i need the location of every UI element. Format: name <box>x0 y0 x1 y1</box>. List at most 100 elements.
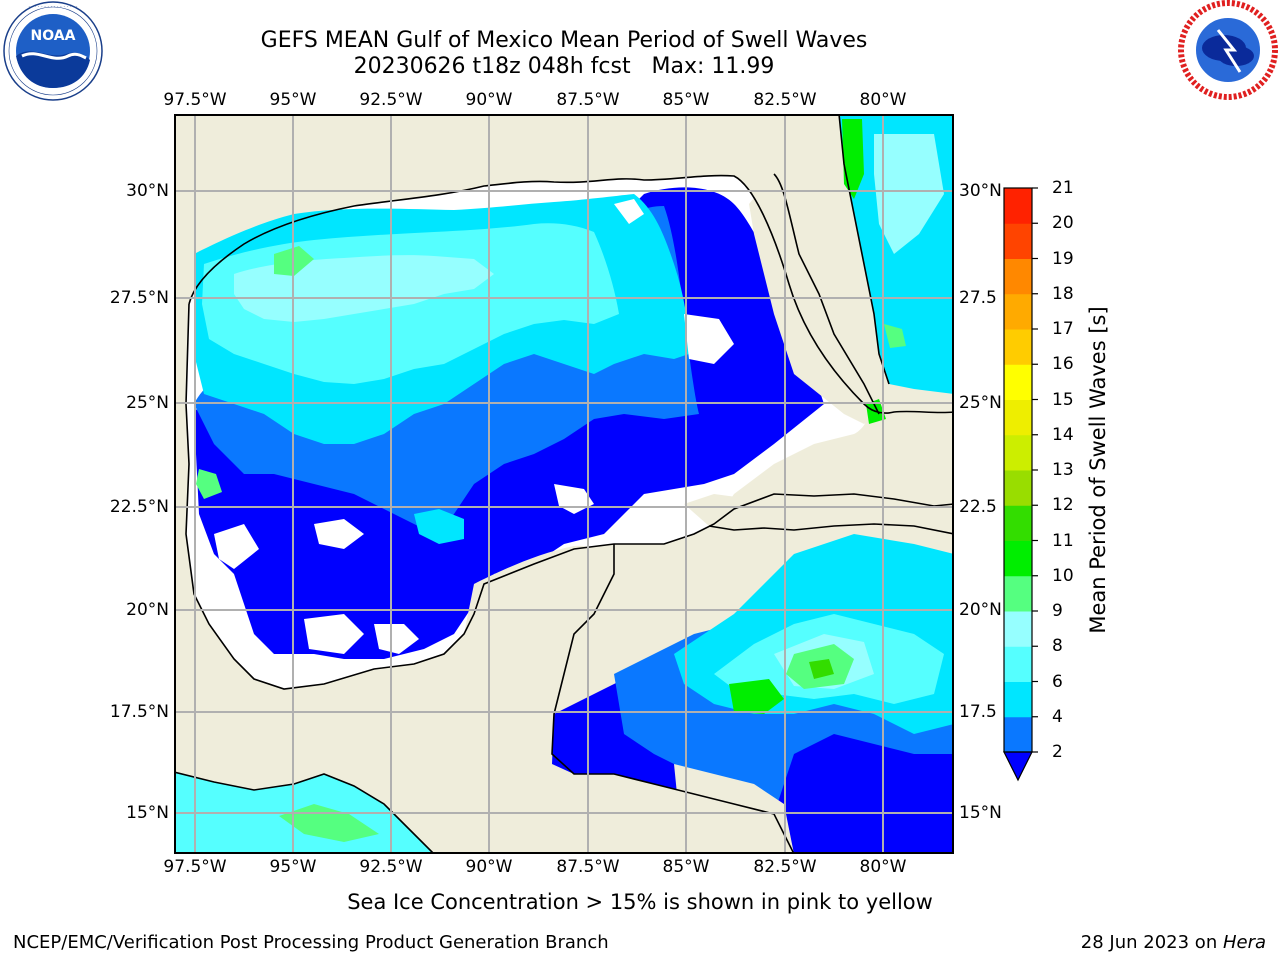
lat-tick-left: 20°N <box>126 600 169 620</box>
colorbar-tick-label: 11 <box>1052 530 1074 551</box>
lon-tick-bottom: 95°W <box>269 857 317 877</box>
lat-tick-left: 27.5°N <box>109 288 169 308</box>
noaa-logo-text: NOAA <box>31 28 76 44</box>
atlantic-swell-green <box>884 324 906 348</box>
land-yucatan <box>454 545 614 764</box>
colorbar-tick-marks <box>1032 187 1038 753</box>
lon-tick-top: 87.5°W <box>556 90 620 110</box>
colorbar-band <box>1004 293 1032 330</box>
colorbar-bands <box>1004 188 1032 753</box>
low-swell-gap <box>214 524 259 569</box>
lat-tick-right: 27.5 <box>959 288 997 308</box>
colorbar-band <box>1004 470 1032 506</box>
gulf-swell-cyan <box>414 509 464 544</box>
colorbar-tick-label: 16 <box>1052 354 1074 375</box>
lon-tick-top: 85°W <box>662 90 710 110</box>
footer-date-text: 28 Jun 2023 on <box>1080 932 1223 953</box>
colorbar-tick-label: 8 <box>1052 636 1063 657</box>
svg-text:· · · · · · · · · · · · · · ·: · · · · · · · · · · · · · · · · <box>28 4 78 10</box>
lat-tick-right: 15°N <box>959 803 1002 823</box>
coastline <box>708 523 954 535</box>
low-swell-gap <box>314 519 364 549</box>
colorbar-band <box>1004 434 1032 471</box>
lat-tick-left: 15°N <box>126 803 169 823</box>
lon-tick-top: 97.5°W <box>163 90 227 110</box>
colorbar-label: Mean Period of Swell Waves [s] <box>1086 306 1110 634</box>
colorbar-band <box>1004 681 1032 718</box>
coastline <box>185 303 954 690</box>
lon-tick-bottom: 92.5°W <box>359 857 423 877</box>
coastline <box>174 771 435 854</box>
colorbar-tick-label: 18 <box>1052 283 1074 304</box>
coastline <box>838 114 890 385</box>
title-line-1: GEFS MEAN Gulf of Mexico Mean Period of … <box>260 28 868 53</box>
colorbar-band <box>1004 716 1032 753</box>
colorbar-tick-label: 15 <box>1052 389 1074 410</box>
colorbar-tick-label: 14 <box>1052 424 1074 445</box>
atlantic-swell-pale <box>874 134 944 254</box>
colorbar-band <box>1004 188 1032 224</box>
lat-tick-left: 17.5°N <box>109 702 169 722</box>
lon-tick-top: 80°W <box>859 90 907 110</box>
lat-tick-left: 30°N <box>126 181 169 201</box>
lon-tick-bottom: 80°W <box>859 857 907 877</box>
lat-tick-left: 22.5°N <box>109 497 169 517</box>
colorbar-band <box>1004 399 1032 436</box>
footer-date: 28 Jun 2023 on Hera <box>1081 932 1266 953</box>
colorbar-band <box>1004 611 1032 647</box>
colorbar-band <box>1004 540 1032 577</box>
colorbar <box>1003 187 1038 782</box>
colorbar-tick-label: 20 <box>1052 213 1074 234</box>
low-swell-gap <box>374 624 419 654</box>
colorbar-tick-label: 17 <box>1052 319 1074 339</box>
colorbar-tick-label: 6 <box>1052 671 1063 692</box>
colorbar-tick-label: 13 <box>1052 460 1074 480</box>
low-swell-gap <box>614 199 644 224</box>
lon-tick-bottom: 87.5°W <box>556 857 620 877</box>
lon-tick-bottom: 90°W <box>465 857 513 877</box>
lon-tick-top: 92.5°W <box>359 90 423 110</box>
colorbar-band <box>1004 223 1032 259</box>
graticule <box>174 114 954 854</box>
lat-tick-right: 30°N <box>959 181 1002 201</box>
colorbar-band <box>1004 329 1032 365</box>
title-line-2: 20230626 t18z 048h fcst Max: 11.99 <box>353 54 775 79</box>
colorbar-band <box>1004 258 1032 295</box>
colorbar-band <box>1004 505 1032 541</box>
gulf-swell-green <box>196 469 222 499</box>
lon-tick-top: 82.5°W <box>753 90 817 110</box>
land-central-america <box>674 764 794 854</box>
colorbar-tick-label: 21 <box>1052 178 1074 198</box>
swell-period-map <box>174 114 954 854</box>
colorbar-band <box>1004 364 1032 400</box>
low-swell-gap <box>304 614 364 654</box>
caribbean-swell-bright-green <box>729 679 784 714</box>
colorbar-extend-arrow <box>1003 751 1033 782</box>
colorbar-band <box>1004 575 1032 612</box>
noaa-logo: NOAA · · · · · · · · · · · · · · · · <box>3 1 103 101</box>
footer-machine: Hera <box>1222 932 1266 953</box>
low-swell-gap <box>684 314 734 364</box>
map-frame <box>174 114 954 854</box>
lon-tick-bottom: 82.5°W <box>753 857 817 877</box>
lon-tick-bottom: 97.5°W <box>163 857 227 877</box>
footer-branch: NCEP/EMC/Verification Post Processing Pr… <box>13 932 609 953</box>
sea-ice-note: Sea Ice Concentration > 15% is shown in … <box>347 890 933 914</box>
map-title: GEFS MEAN Gulf of Mexico Mean Period of … <box>261 28 868 80</box>
lon-tick-top: 90°W <box>465 90 513 110</box>
coastline <box>773 173 880 415</box>
lon-tick-top: 95°W <box>269 90 317 110</box>
colorbar-tick-label: 2 <box>1052 742 1063 762</box>
lat-tick-right: 20°N <box>959 600 1002 620</box>
colorbar-tick-label: 4 <box>1052 706 1063 727</box>
lat-tick-right: 17.5 <box>959 702 997 722</box>
colorbar-band <box>1004 646 1032 682</box>
lat-tick-right: 25°N <box>959 393 1002 413</box>
lon-tick-bottom: 85°W <box>662 857 710 877</box>
colorbar-tick-label: 12 <box>1052 495 1074 516</box>
gulf-swell-pale-cyan <box>234 255 494 322</box>
lat-tick-left: 25°N <box>126 393 169 413</box>
colorbar-tick-label: 10 <box>1052 565 1074 586</box>
caribbean-swell-bright-green <box>809 659 834 679</box>
